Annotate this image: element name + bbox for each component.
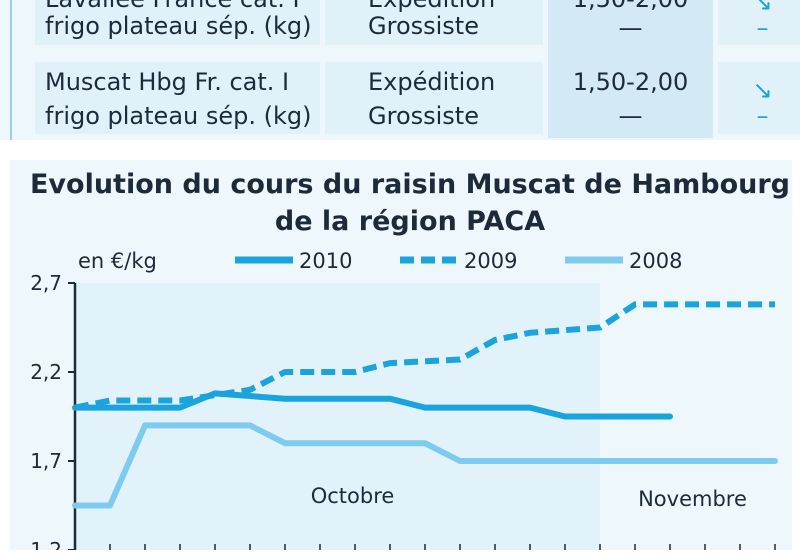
plot-area-octobre xyxy=(75,283,600,550)
trend-line2: – xyxy=(756,102,769,130)
y-tick-label: 1,7 xyxy=(30,449,62,473)
price-table: Lavallée France cat. I frigo plateau sép… xyxy=(0,0,800,140)
price-line2: — xyxy=(618,102,643,130)
stage-line1: Expédition xyxy=(368,68,496,96)
product-line1: Lavallée France cat. I xyxy=(45,0,320,16)
stage-line1: Expédition xyxy=(368,0,543,16)
trend-arrow-icon: ↘ xyxy=(752,0,773,16)
y-tick-label: 2,7 xyxy=(30,271,62,295)
product-line1: Muscat Hbg Fr. cat. I xyxy=(45,68,290,96)
series-group xyxy=(72,301,778,509)
stage-line2: Grossiste xyxy=(368,102,479,130)
table-row: Lavallée France cat. I frigo plateau sép… xyxy=(0,0,800,48)
period-label-novembre: Novembre xyxy=(638,487,747,511)
series-line-2008 xyxy=(72,422,778,509)
period-labels: Octobre Novembre xyxy=(311,484,747,511)
price-line2: — xyxy=(618,14,643,42)
product-line2: frigo plateau sép. (kg) xyxy=(45,12,312,40)
table-left-border xyxy=(10,0,12,140)
y-axis-label: en €/kg xyxy=(78,249,157,273)
product-line2: frigo plateau sép. (kg) xyxy=(45,102,312,130)
trend-line2: – xyxy=(756,14,769,42)
price-chart: Evolution du cours du raisin Muscat de H… xyxy=(0,155,800,554)
stage-line2: Grossiste xyxy=(368,12,479,40)
series-line-2010 xyxy=(72,390,673,420)
chart-title: Evolution du cours du raisin Muscat de H… xyxy=(30,169,790,200)
legend: 2010 2009 2008 xyxy=(235,249,682,273)
trend-arrow-icon: ↘ xyxy=(752,76,773,104)
table-row: Muscat Hbg Fr. cat. I frigo plateau sép.… xyxy=(0,48,800,138)
series-line-2009 xyxy=(74,301,775,411)
y-tick-label: 2,2 xyxy=(30,360,62,384)
y-tick-label: 1,2 xyxy=(30,538,62,550)
legend-label-2010: 2010 xyxy=(299,249,352,273)
period-label-octobre: Octobre xyxy=(311,484,395,508)
legend-label-2008: 2008 xyxy=(629,249,682,273)
legend-label-2009: 2009 xyxy=(464,249,517,273)
chart-canvas: Evolution du cours du raisin Muscat de H… xyxy=(10,160,792,554)
price-line1: 1,50-2,00 xyxy=(548,48,713,138)
chart-subtitle: de la région PACA xyxy=(275,206,545,237)
price-line1: 1,50-2,00 xyxy=(548,0,713,48)
